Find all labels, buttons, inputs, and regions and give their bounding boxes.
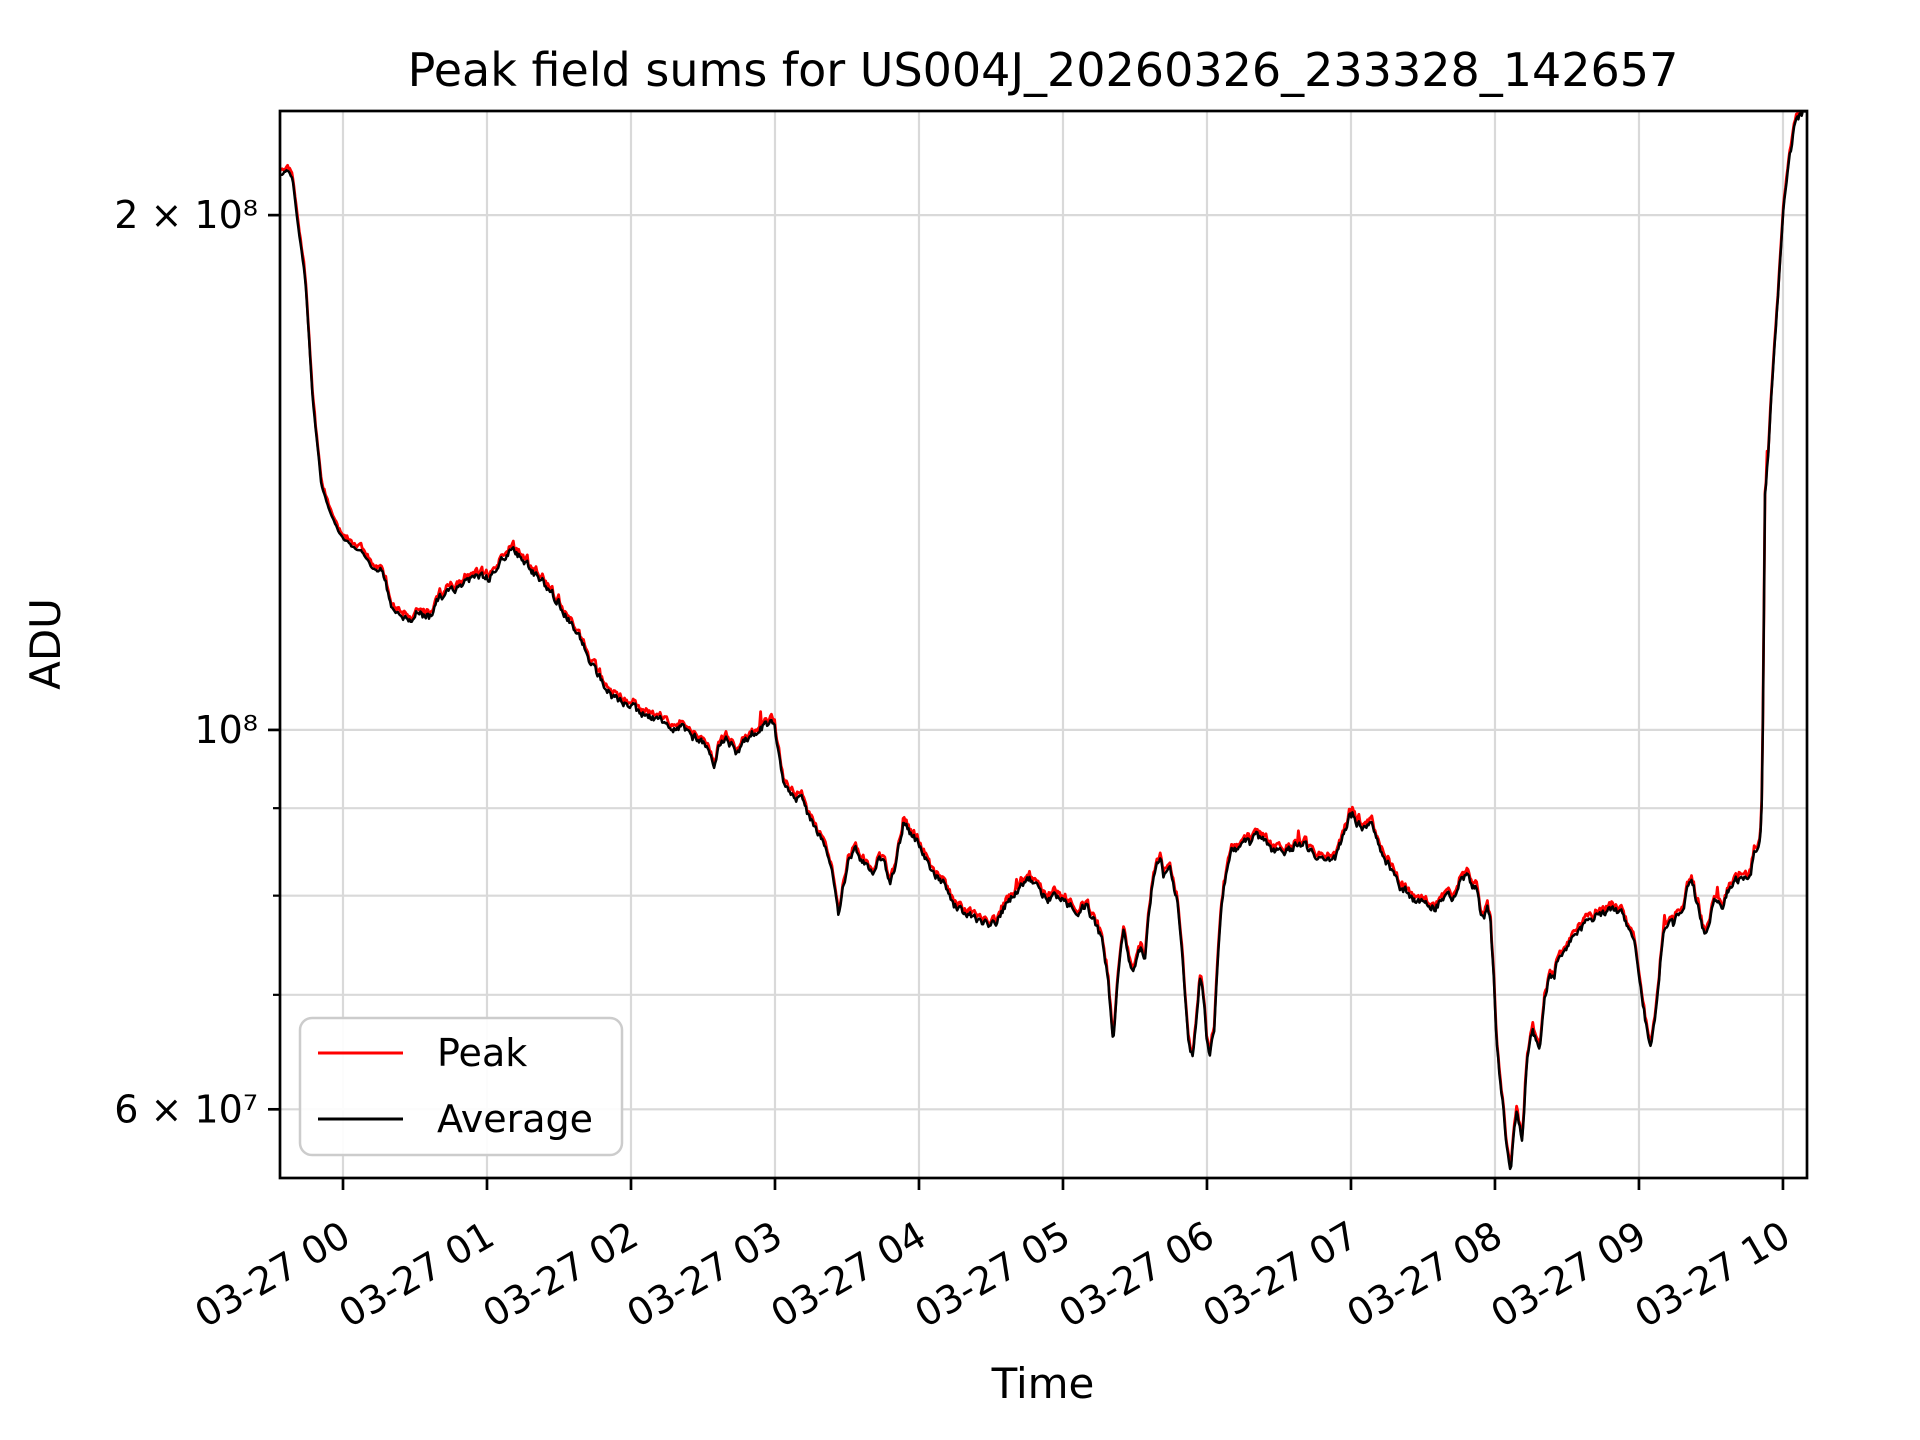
- legend: Peak Average: [298, 1016, 624, 1157]
- y-tick-label: 10⁸: [194, 708, 258, 752]
- x-tick-label: 03-27 07: [1196, 1213, 1366, 1337]
- x-tick-label: 03-27 00: [188, 1213, 358, 1337]
- x-tick-label: 03-27 09: [1484, 1213, 1654, 1337]
- x-tick-label: 03-27 08: [1340, 1213, 1510, 1337]
- y-tick-label: 2 × 10⁸: [114, 193, 258, 237]
- x-tick-label: 03-27 02: [476, 1213, 646, 1337]
- plot-border: [278, 109, 1809, 1180]
- gridlines: [280, 111, 1807, 1178]
- x-tick-label: 03-27 05: [908, 1213, 1078, 1337]
- axis-ticks: [268, 213, 1785, 1190]
- peak-line: [279, 110, 1804, 1165]
- x-tick-label: 03-27 06: [1052, 1213, 1222, 1337]
- x-tick-label: 03-27 04: [764, 1213, 934, 1337]
- legend-label-average: Average: [437, 1097, 593, 1141]
- x-tick-label: 03-27 01: [332, 1213, 502, 1337]
- legend-label-peak: Peak: [437, 1031, 527, 1075]
- chart-title: Peak field sums for US004J_20260326_2333…: [408, 43, 1679, 97]
- y-tick-labels: 2 × 10⁸ 10⁸ 6 × 10⁷: [114, 193, 258, 1131]
- y-tick-label: 6 × 10⁷: [114, 1087, 258, 1131]
- series-lines: [279, 110, 1808, 1171]
- average-line: [279, 110, 1808, 1171]
- x-tick-label: 03-27 03: [620, 1213, 790, 1337]
- x-tick-label: 03-27 10: [1628, 1213, 1798, 1337]
- x-axis-label: Time: [991, 1359, 1095, 1408]
- y-axis-label: ADU: [21, 598, 70, 690]
